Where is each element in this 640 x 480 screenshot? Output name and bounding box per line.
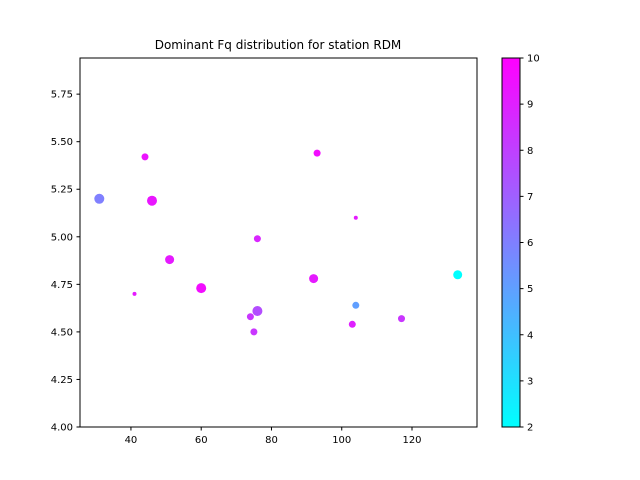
data-point-8 xyxy=(250,328,258,336)
data-point-15 xyxy=(353,215,358,220)
x-axis: 40 60 80 100 120 xyxy=(125,427,422,446)
data-point-5 xyxy=(165,255,175,265)
y-tick-label: 5.50 xyxy=(51,137,73,148)
data-point-16 xyxy=(398,315,405,323)
data-point-14 xyxy=(352,301,360,309)
x-tick-label: 120 xyxy=(402,435,421,446)
colorbar-tick-label: 3 xyxy=(527,376,533,387)
colorbar-tick-label: 9 xyxy=(527,100,533,111)
data-point-17 xyxy=(453,270,463,280)
colorbar xyxy=(501,57,521,428)
x-tick-label: 60 xyxy=(195,435,208,446)
data-point-9 xyxy=(252,306,263,316)
y-tick-label: 4.50 xyxy=(51,327,73,338)
y-axis: 4.00 4.25 4.50 4.75 5.00 5.25 5.50 5.75 xyxy=(51,90,80,434)
y-tick-label: 4.00 xyxy=(51,423,73,434)
data-point-7 xyxy=(246,313,254,321)
data-point-2 xyxy=(141,153,149,161)
chart-title: Dominant Fq distribution for station RDM xyxy=(155,38,402,52)
points-layer xyxy=(94,149,463,336)
colorbar-tick-label: 4 xyxy=(527,330,533,341)
y-tick-label: 4.25 xyxy=(51,375,73,386)
data-point-4 xyxy=(132,291,137,296)
colorbar-tick-label: 2 xyxy=(527,423,533,434)
data-point-12 xyxy=(313,149,321,157)
y-tick-label: 4.75 xyxy=(51,280,73,291)
data-point-6 xyxy=(196,283,207,294)
data-point-13 xyxy=(348,320,356,328)
x-tick-label: 100 xyxy=(332,435,351,446)
colorbar-axis: 2 3 4 5 6 7 8 9 10 xyxy=(520,54,540,434)
data-point-10 xyxy=(253,235,261,243)
colorbar-tick-label: 8 xyxy=(527,146,533,157)
colorbar-tick-label: 10 xyxy=(527,54,540,65)
data-point-11 xyxy=(309,274,319,284)
colorbar-tick-label: 6 xyxy=(527,238,533,249)
y-tick-label: 5.75 xyxy=(51,90,73,101)
x-tick-label: 80 xyxy=(265,435,278,446)
plot-frame xyxy=(79,57,478,428)
data-point-3 xyxy=(147,195,157,206)
y-tick-label: 5.25 xyxy=(51,185,73,196)
colorbar-tick-label: 5 xyxy=(527,284,533,295)
y-tick-label: 5.00 xyxy=(51,232,73,243)
x-tick-label: 40 xyxy=(125,435,138,446)
colorbar-tick-label: 7 xyxy=(527,192,533,203)
data-point-1 xyxy=(94,193,105,204)
